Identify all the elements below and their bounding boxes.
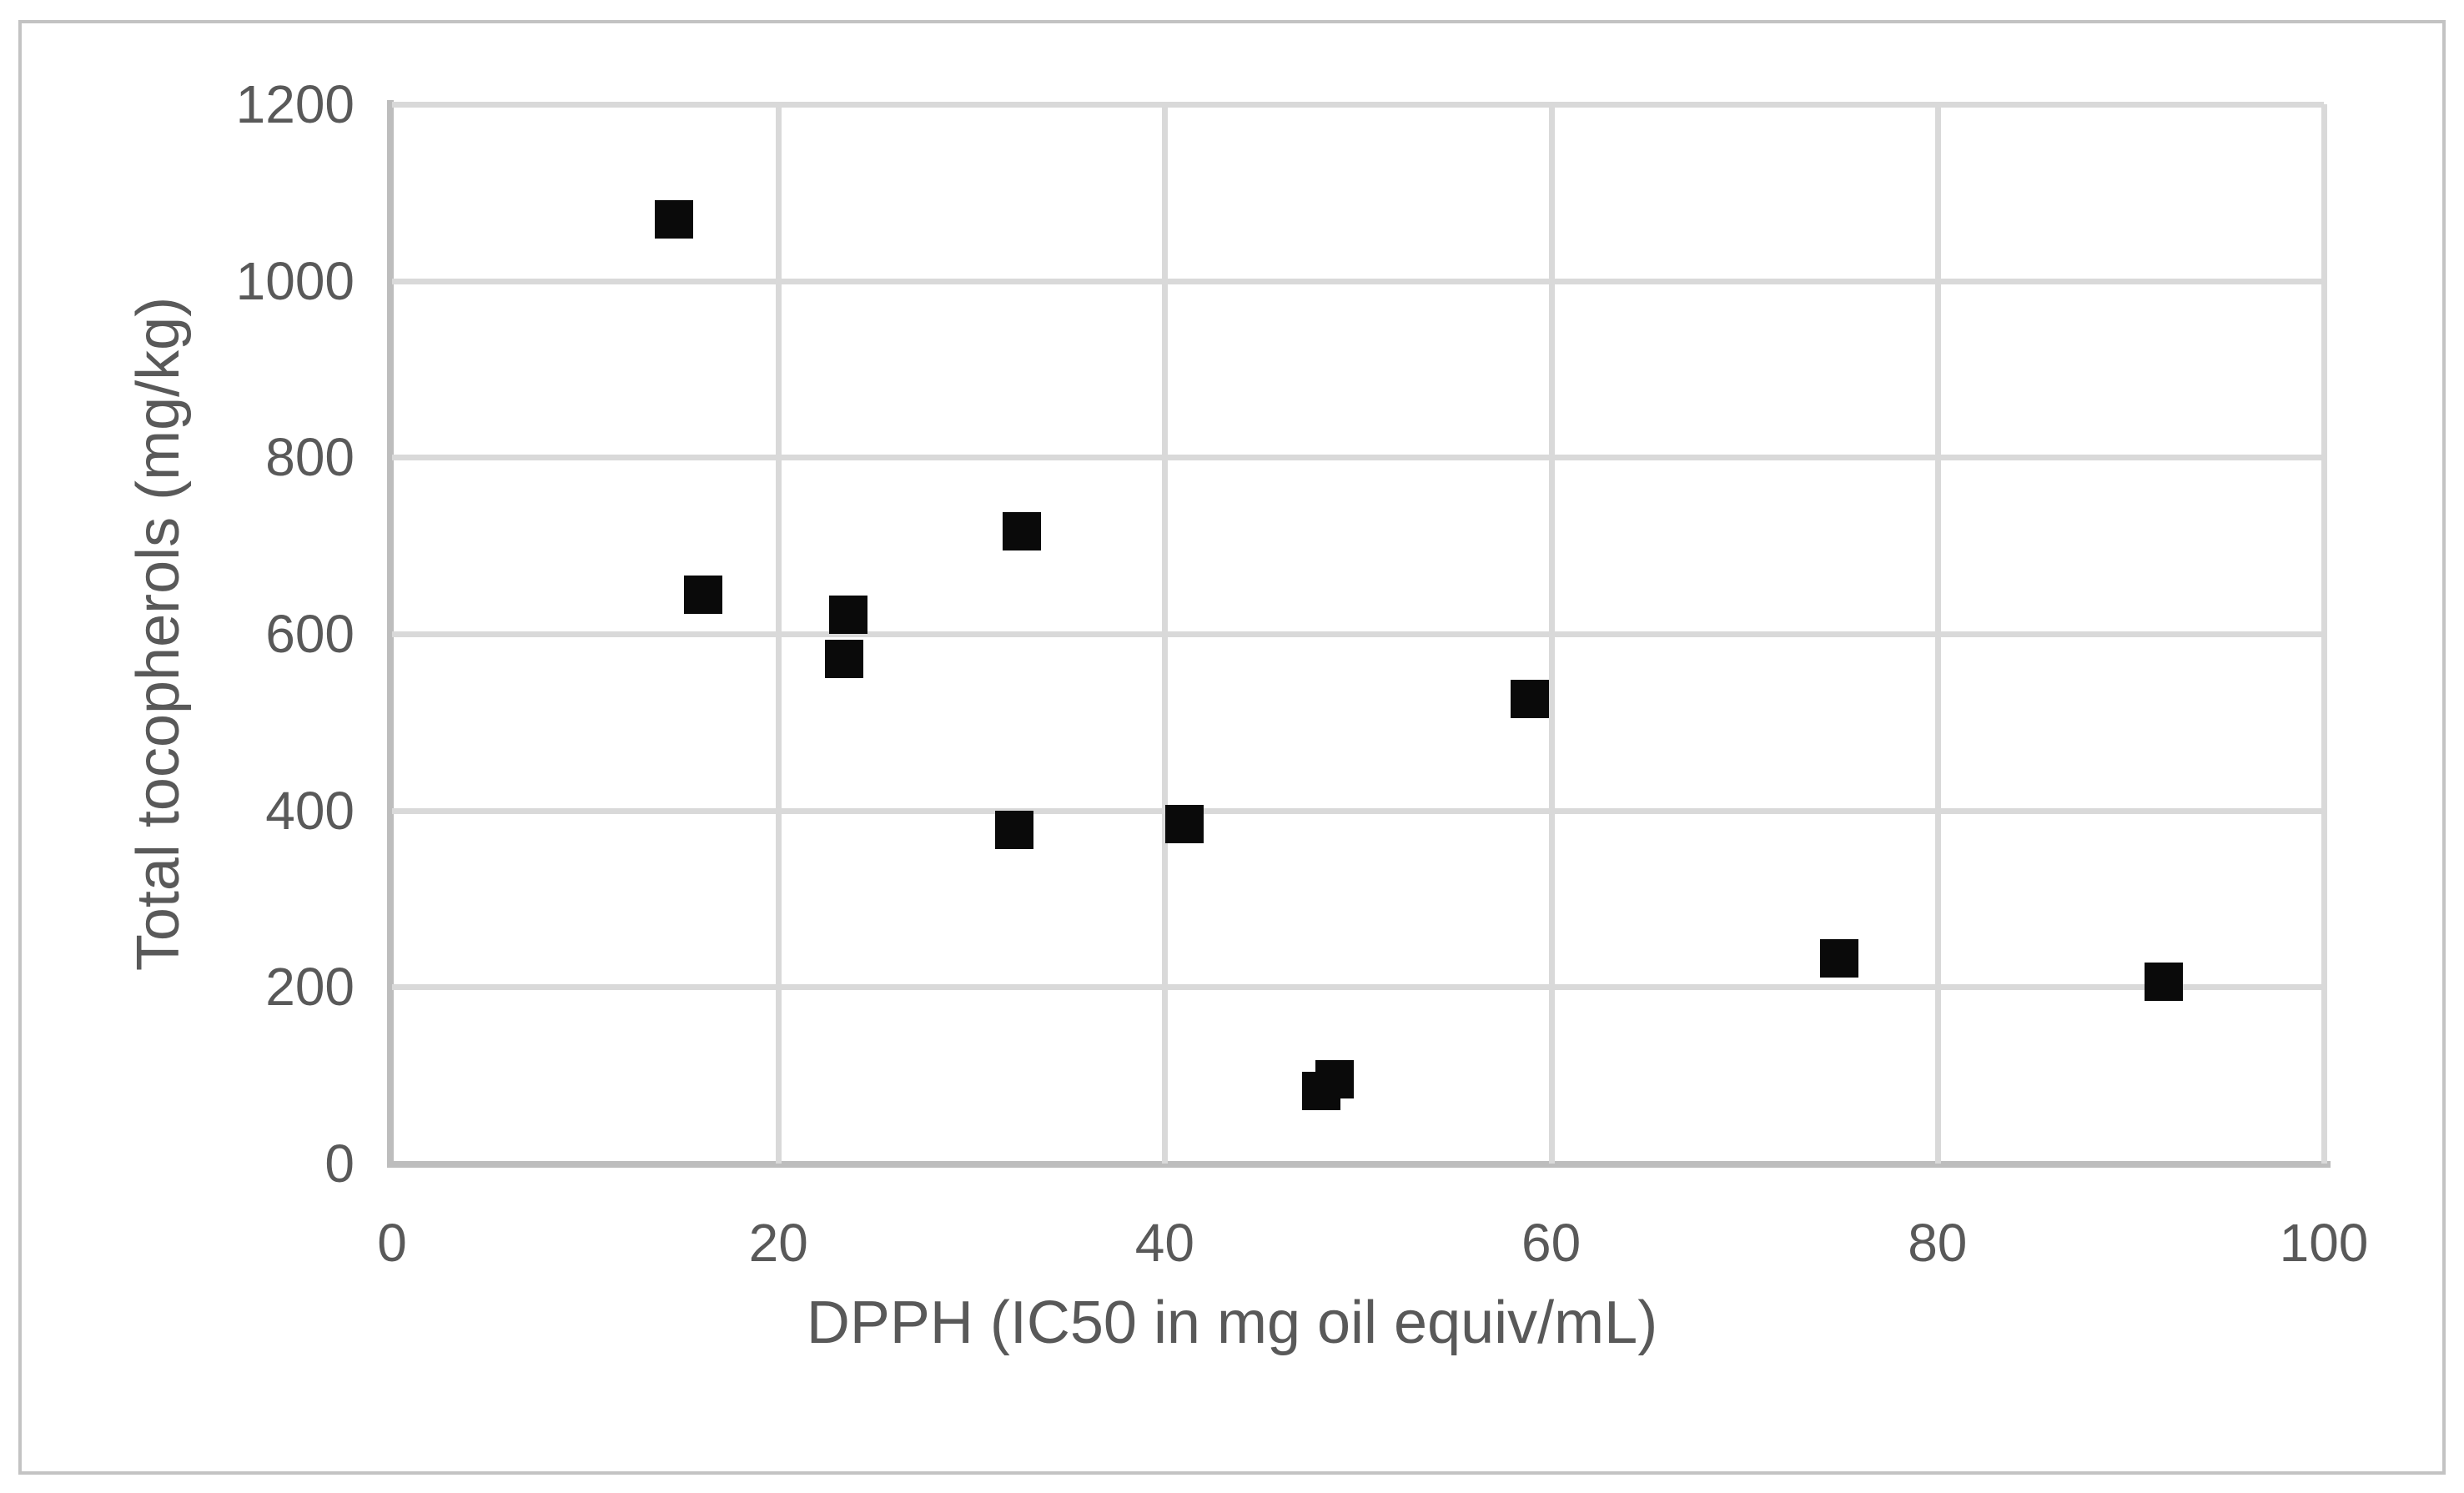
y-gridline	[392, 278, 2324, 284]
x-tick-label: 40	[1134, 1213, 1194, 1273]
scatter-point	[683, 576, 722, 615]
y-axis-line	[387, 100, 394, 1168]
x-axis-title: DPPH (IC50 in mg oil equiv/mL)	[806, 1289, 1658, 1356]
scatter-point	[1164, 804, 1204, 843]
y-gridline	[392, 455, 2324, 461]
scatter-point	[1819, 939, 1858, 978]
y-gridline	[392, 102, 2324, 108]
x-tick-label: 80	[1908, 1213, 1968, 1273]
y-tick-label: 800	[265, 427, 355, 488]
y-tick-label: 1200	[235, 74, 355, 134]
scatter-point	[655, 199, 694, 239]
scatter-point	[2144, 962, 2183, 1001]
y-tick-label: 400	[265, 780, 355, 841]
x-tick-label: 100	[2279, 1213, 2369, 1273]
scatter-point	[994, 810, 1033, 849]
plot-area	[392, 102, 2327, 1164]
y-tick-label: 600	[265, 604, 355, 664]
x-tick-label: 20	[748, 1213, 808, 1273]
scatter-point	[1511, 680, 1550, 719]
scatter-point	[828, 595, 867, 634]
x-gridline	[2321, 104, 2327, 1164]
figure-border	[18, 20, 2446, 1475]
y-tick-label: 200	[265, 957, 355, 1018]
y-tick-label: 0	[324, 1134, 355, 1194]
x-tick-label: 60	[1521, 1213, 1581, 1273]
scatter-point	[1003, 512, 1042, 551]
x-axis-line	[387, 1161, 2331, 1168]
y-gridline	[392, 631, 2324, 637]
y-tick-label: 1000	[235, 250, 355, 311]
y-gridline	[392, 807, 2324, 814]
scatter-point	[824, 639, 863, 678]
x-tick-label: 0	[377, 1213, 407, 1273]
scatter-point	[1315, 1060, 1355, 1099]
y-gridline	[392, 984, 2324, 991]
